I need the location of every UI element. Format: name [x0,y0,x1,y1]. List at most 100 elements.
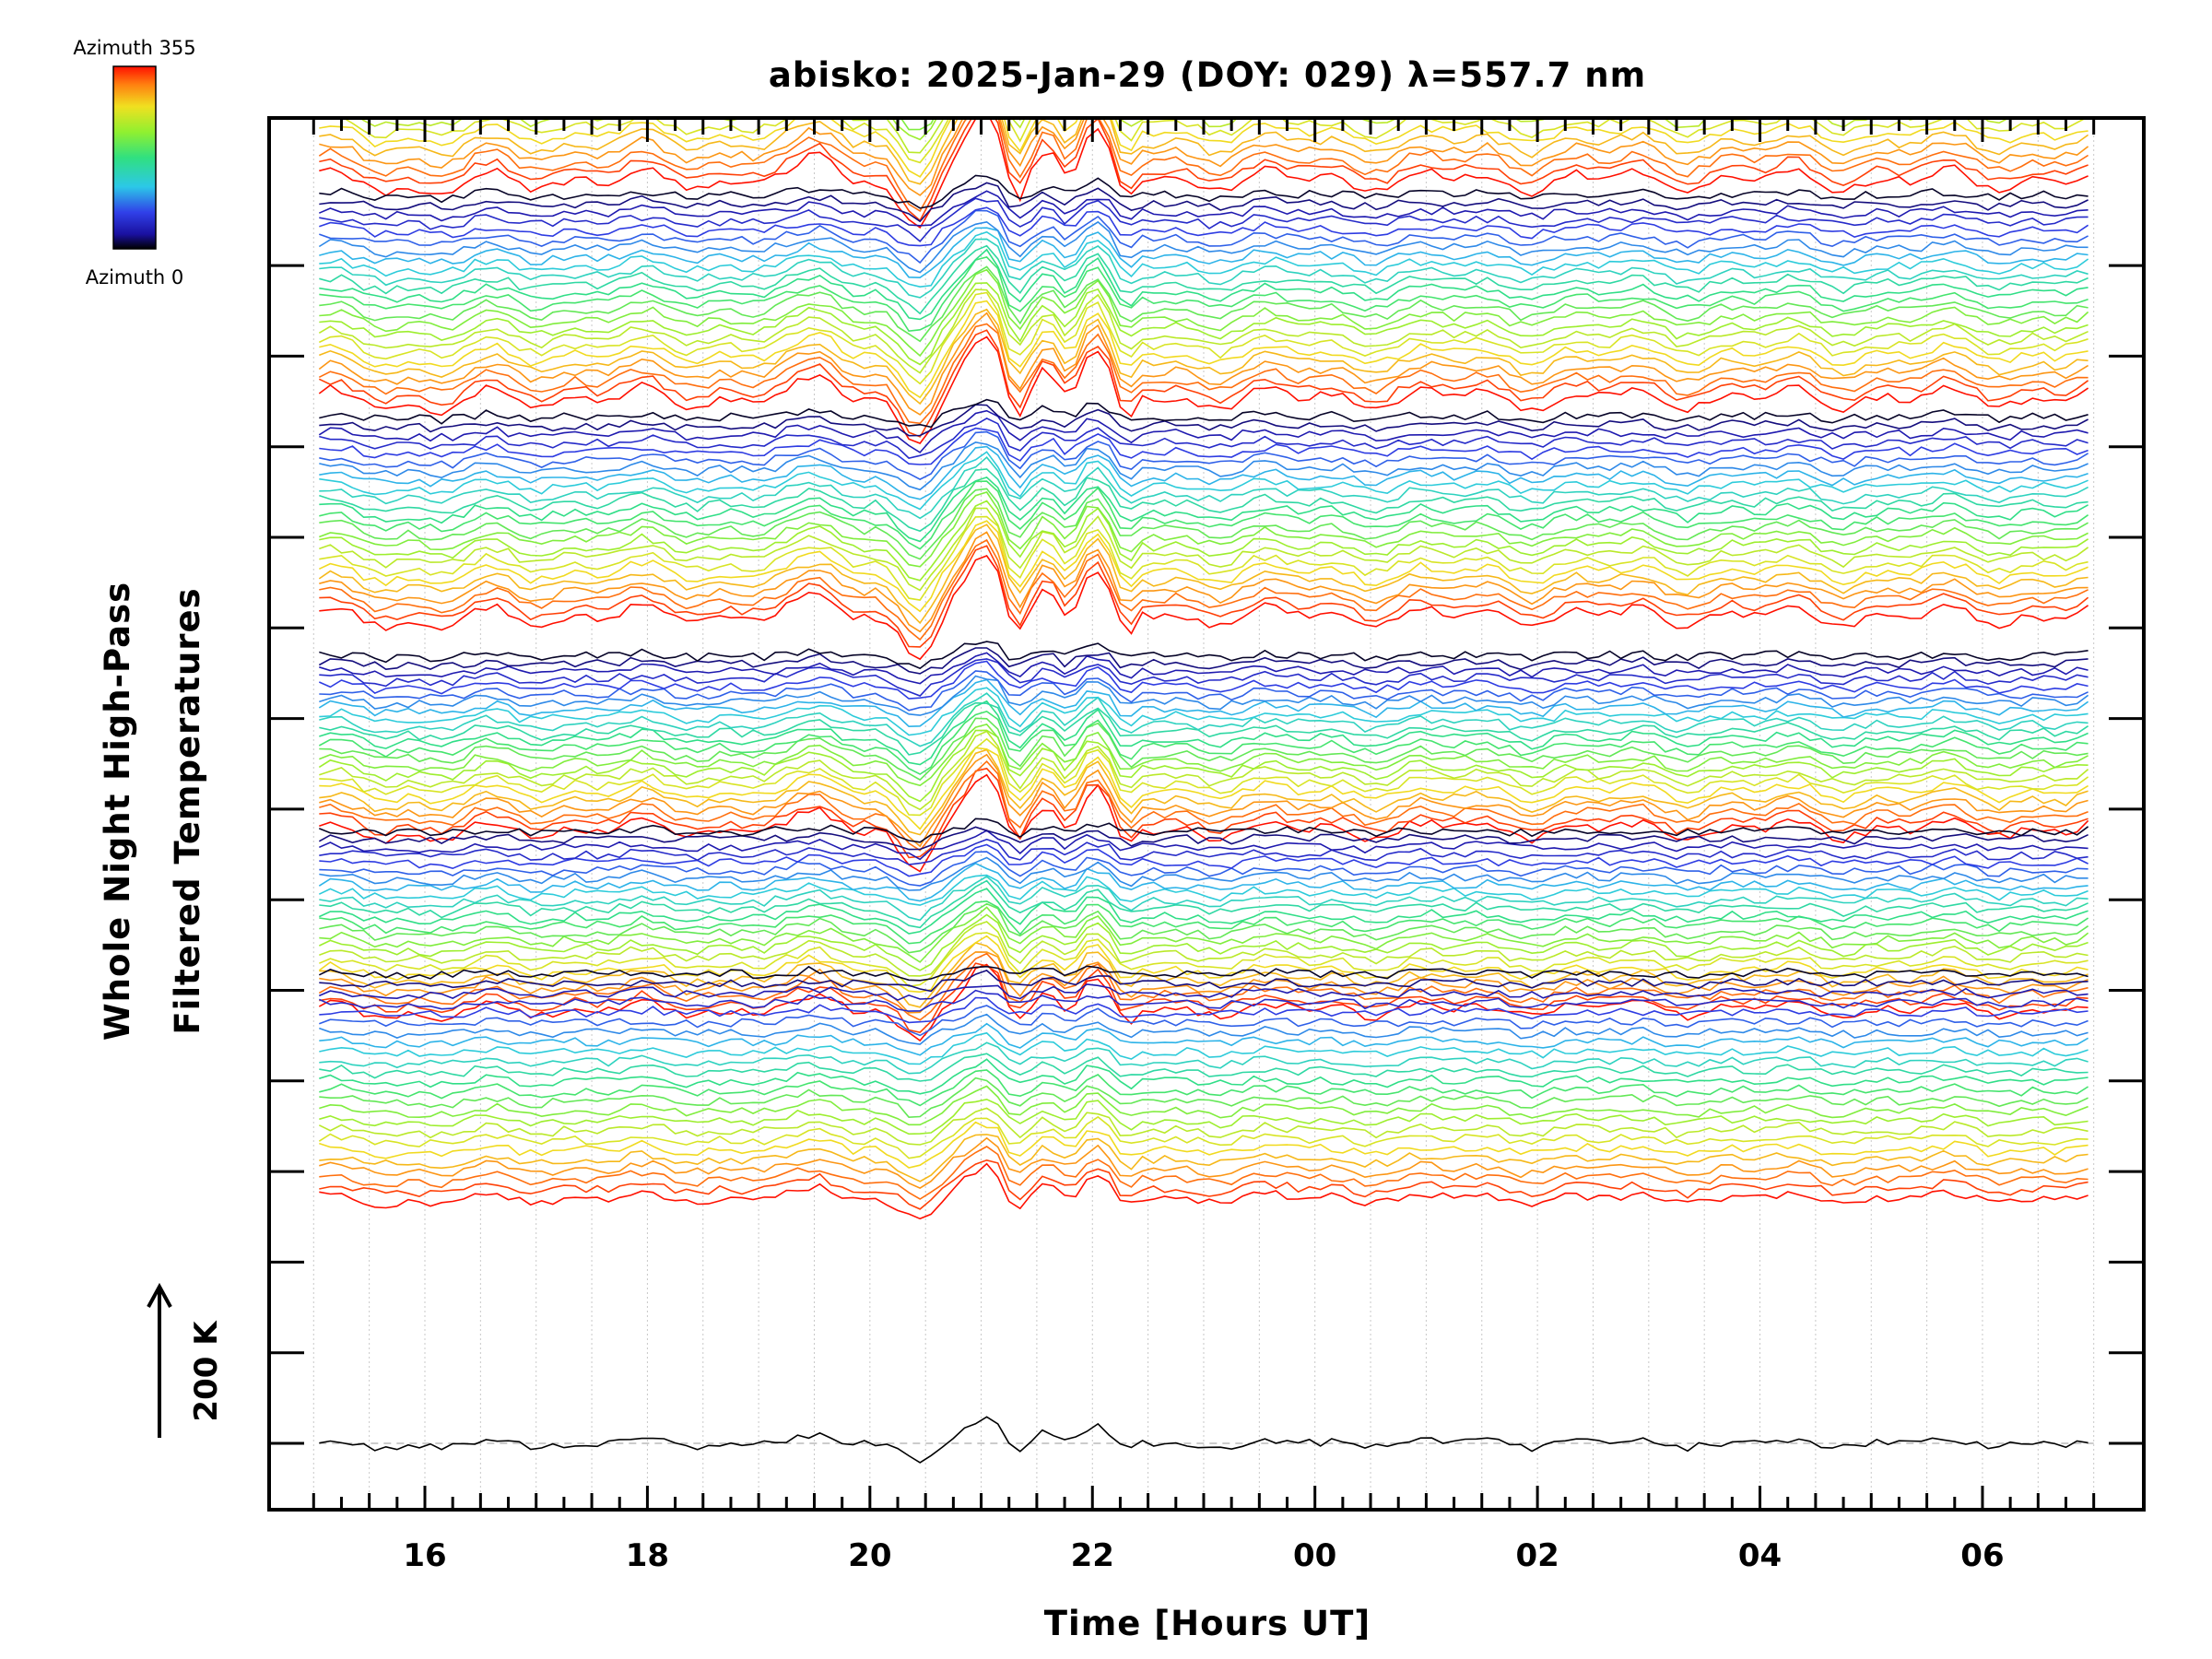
series-line [319,767,2088,859]
x-tick-label: 16 [403,1537,446,1574]
series-line [319,1416,2088,1464]
series-line [319,555,2089,661]
series-line [319,230,2089,288]
series-line [319,687,2088,736]
series-line [319,248,2088,321]
series-line [318,983,2088,1001]
series-line [319,730,2089,811]
series-line [319,531,2088,633]
series-line [319,1069,2089,1107]
series-line [319,753,2088,848]
series-line [318,932,2088,988]
series-line [319,206,2089,247]
series-line [319,507,2089,592]
series-line [319,500,2089,582]
series-line [319,1031,2088,1065]
series-line [319,468,2088,533]
series-line [319,480,2089,550]
series-line [319,491,2088,568]
series-line [319,1041,2088,1075]
series-line [319,209,2088,265]
colorbar-bottom-label: Azimuth 0 [86,266,184,288]
series-line [319,538,2088,641]
colorbar-gradient [112,65,157,250]
series-line [319,1159,2088,1210]
series-line [319,1005,2088,1037]
series-line [319,441,2088,491]
series-line [319,1098,2088,1135]
y-ticks [269,264,2144,1445]
series-line [319,879,2088,929]
series-line [318,220,2088,274]
y-axis-label-line-1: Whole Night High-Pass [98,582,137,1041]
series-line [318,830,2088,861]
series-line [319,692,2088,747]
x-tick-label: 04 [1738,1537,1782,1574]
series-line [318,312,2089,416]
series-line [319,969,2088,993]
series-line [319,488,2088,560]
scale-indicator: 200 K [147,1282,225,1438]
series-line [319,876,2088,922]
series-line [319,748,2088,836]
series-line [319,197,2088,243]
series-line [318,1107,2088,1146]
series-line [319,227,2088,279]
series-line [319,773,2089,873]
series-line [318,826,2088,851]
plot-frame [267,116,2146,1512]
chart-title: abisko: 2025-Jan-29 (DOY: 029) λ=557.7 n… [769,55,1646,95]
series-line [319,118,2089,196]
series-line [319,238,2088,299]
series-line [319,1053,2088,1082]
series-line [319,404,2088,437]
series-line [318,1115,2088,1159]
scale-label: 200 K [188,1320,225,1422]
colorbar: Azimuth 355 Azimuth 0 [73,37,195,288]
series-line [319,282,2088,366]
x-axis-label: Time [Hours UT] [1044,1604,1371,1643]
series-line [319,942,2088,1008]
series-line [319,1058,2088,1095]
series-line [318,647,2088,675]
series-line [319,700,2088,766]
series-line [318,935,2088,994]
series-line [319,445,2088,500]
series-line [318,520,2088,613]
series-line [319,900,2089,945]
series-line [318,409,2088,453]
series-line [318,335,2089,444]
series-line [319,118,2088,229]
series-line [319,456,2088,520]
x-ticks [312,118,2096,1510]
series-line [319,670,2088,712]
series-line [319,851,2088,887]
series-line [318,989,2088,1012]
series-line [318,862,2088,902]
series-line [319,174,2088,209]
series-line [319,921,2088,977]
series-line [318,288,2088,374]
x-tick-labels: 16 18 20 22 00 02 04 06 [403,1537,2004,1574]
series-line [318,329,2089,438]
series-line [319,417,2088,459]
series-line [319,906,2089,963]
series-line [319,1121,2088,1169]
series-line [319,256,2088,333]
series-line [318,291,2088,385]
series-line [319,818,2089,843]
series-line [319,118,2088,178]
series-line [319,856,2088,891]
series-line [319,398,2088,429]
x-tick-label: 22 [1071,1537,1114,1574]
series-line [319,0,2088,35]
series-line [319,182,2088,223]
series-line [319,268,2089,358]
series-line [319,1077,2088,1119]
series-line [319,427,2088,465]
series-line [319,244,2088,315]
series-line [319,1134,2088,1182]
series-line [319,118,2089,185]
series-line [318,118,2089,213]
